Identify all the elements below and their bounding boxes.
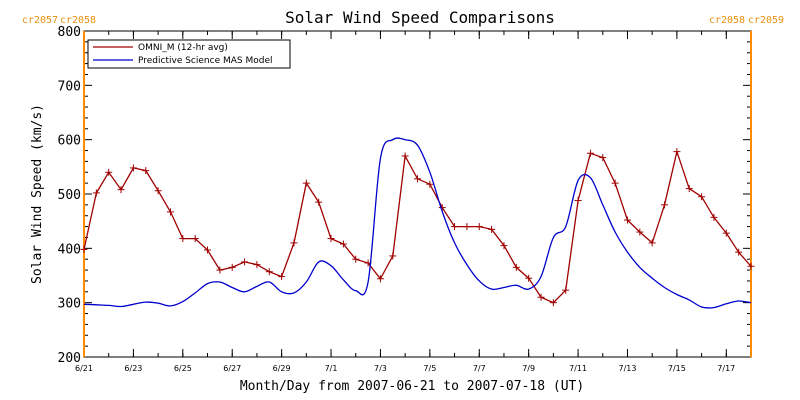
omni-data-point [685, 185, 693, 193]
omni-data-point [525, 274, 533, 282]
legend-label-omni: OMNI_M (12-hr avg) [138, 43, 228, 53]
omni-data-point [451, 223, 459, 231]
plot-frame [83, 30, 752, 358]
x-tick-label: 7/17 [717, 364, 735, 373]
carrington-marker-lines [83, 31, 752, 357]
omni-data-point [710, 213, 718, 221]
omni-data-point [623, 216, 631, 224]
omni-data-point [228, 263, 236, 271]
y-tick-label: 500 [58, 188, 81, 203]
omni-data-point [142, 167, 150, 175]
omni-data-point [611, 179, 619, 187]
cr-label-right-2: cr2059 [748, 15, 784, 26]
omni-data-point [216, 266, 224, 274]
omni-data-point [154, 187, 162, 195]
x-tick-label: 6/21 [75, 364, 93, 373]
omni-data-point [414, 175, 421, 183]
x-tick-label: 7/11 [569, 364, 587, 373]
x-tick-label: 7/15 [668, 364, 686, 373]
omni-data-point [204, 246, 212, 254]
x-tick-label: 7/9 [522, 364, 535, 373]
x-tick-label: 6/25 [174, 364, 192, 373]
omni-data-point [426, 180, 434, 188]
omni-data-point [241, 258, 249, 266]
series-group [80, 137, 755, 309]
omni-data-point [129, 164, 137, 172]
omni-data-point [722, 229, 730, 237]
omni-data-point [549, 299, 557, 307]
omni-data-point [327, 235, 335, 243]
omni-data-point [302, 179, 310, 187]
omni-data-point [191, 235, 199, 243]
x-axis-label: Month/Day from 2007-06-21 to 2007-07-18 … [240, 379, 584, 394]
x-axis: 6/21 6/23 6/25 6/27 6/29 7/1 7/3 7/5 7/7 7/9 7/11 7… [75, 31, 752, 373]
omni-data-point [315, 198, 323, 206]
y-tick-label: 700 [58, 79, 81, 94]
omni-data-point [105, 168, 113, 176]
x-tick-label: 7/7 [473, 364, 486, 373]
omni-data-point [673, 148, 681, 156]
omni-data-point [599, 154, 607, 162]
omni-data-point [352, 255, 360, 263]
x-tick-label: 6/29 [273, 364, 291, 373]
x-tick-label: 7/3 [374, 364, 387, 373]
omni-data-point [265, 268, 273, 276]
cr-label-right-1: cr2058 [709, 15, 745, 26]
omni-data-point [463, 223, 471, 231]
x-tick-label: 7/5 [423, 364, 436, 373]
omni-data-point [278, 273, 286, 281]
x-tick-label: 7/1 [325, 364, 338, 373]
omni-data-point [512, 263, 520, 271]
y-tick-label: 600 [58, 134, 81, 149]
y-axis-label: Solar Wind Speed (km/s) [30, 104, 45, 284]
omni-data-point [376, 275, 384, 283]
omni-data-point [537, 293, 545, 301]
y-tick-label: 300 [58, 297, 81, 312]
omni-data-point [648, 239, 656, 247]
omni-data-point [586, 149, 594, 157]
omni-data-point [562, 286, 570, 294]
legend-label-mas: Predictive Science MAS Model [138, 56, 273, 66]
omni-data-point [500, 242, 508, 250]
omni-data-point [253, 261, 261, 269]
omni-data-point [117, 186, 125, 194]
mas-model-series-line [83, 137, 752, 309]
omni-data-point [636, 228, 644, 236]
x-tick-label: 6/27 [223, 364, 241, 373]
omni-data-point [339, 240, 347, 248]
legend: OMNI_M (12-hr avg) Predictive Science MA… [87, 39, 291, 69]
omni-data-point [179, 235, 187, 243]
y-tick-label: 400 [58, 242, 81, 257]
omni-data-point [290, 239, 298, 247]
omni-data-point [401, 152, 409, 160]
y-tick-label: 200 [58, 351, 81, 366]
y-tick-label: 800 [58, 25, 81, 40]
omni-data-point [735, 248, 743, 256]
chart-title: Solar Wind Speed Comparisons [285, 8, 555, 27]
omni-series-line [83, 149, 752, 304]
omni-data-point [488, 225, 496, 233]
omni-data-point [475, 223, 483, 231]
omni-data-point [574, 197, 582, 205]
omni-data-point [747, 262, 755, 270]
cr-label-left-2: cr2058 [60, 15, 96, 26]
omni-data-point [92, 189, 100, 197]
omni-data-point [389, 252, 397, 260]
omni-data-point [661, 201, 669, 209]
legend-box [87, 39, 291, 69]
x-tick-label: 6/23 [124, 364, 142, 373]
omni-data-point [698, 193, 706, 201]
omni-data-point [166, 208, 174, 216]
cr-label-left-1: cr2057 [22, 15, 58, 26]
x-tick-label: 7/13 [618, 364, 636, 373]
omni-data-point [80, 245, 88, 253]
